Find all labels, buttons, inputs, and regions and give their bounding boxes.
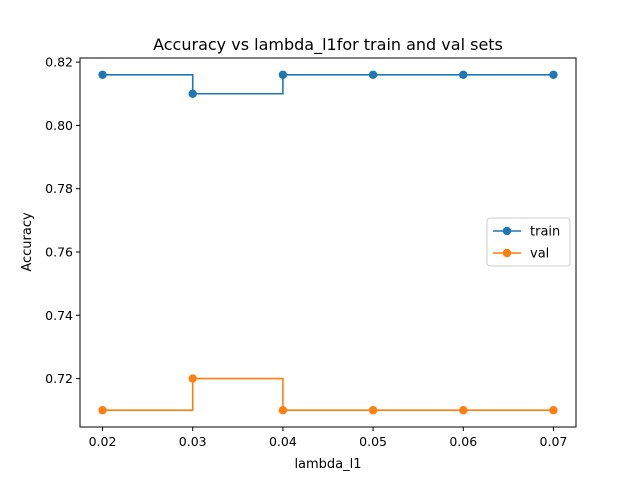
x-tick-label: 0.07 bbox=[540, 434, 568, 449]
y-tick-label: 0.80 bbox=[45, 118, 73, 133]
y-tick-label: 0.82 bbox=[45, 55, 73, 70]
legend-swatch-marker bbox=[502, 248, 512, 258]
y-tick-label: 0.72 bbox=[45, 371, 73, 386]
series-train-point bbox=[368, 70, 378, 79]
series-val-point bbox=[459, 406, 468, 415]
series-val-point bbox=[278, 406, 288, 415]
x-axis-title: lambda_l1 bbox=[294, 457, 361, 472]
legend-label: train bbox=[530, 225, 560, 240]
axes-frame bbox=[79, 57, 577, 428]
series-train-line bbox=[102, 73, 554, 95]
chart-title: Accuracy vs lambda_l1for train and val s… bbox=[153, 35, 503, 55]
series-train-point bbox=[98, 70, 107, 79]
series-train-point bbox=[459, 70, 468, 79]
series-train-point bbox=[549, 70, 558, 79]
y-tick-label: 0.74 bbox=[45, 308, 73, 323]
x-tick-label: 0.03 bbox=[179, 434, 207, 449]
series-train-point bbox=[188, 89, 197, 98]
legend: train val bbox=[486, 217, 571, 267]
x-tick-label: 0.05 bbox=[359, 434, 387, 449]
series-val-point bbox=[98, 406, 107, 415]
y-tick-label: 0.78 bbox=[45, 181, 73, 196]
series-val-point bbox=[188, 374, 197, 383]
y-tick-label: 0.76 bbox=[45, 244, 73, 259]
series-train-point bbox=[278, 70, 288, 79]
x-tick-label: 0.06 bbox=[449, 434, 477, 449]
series-val-line bbox=[102, 377, 554, 412]
legend-swatch-marker bbox=[502, 226, 512, 236]
plot-area bbox=[98, 70, 558, 415]
y-axis-title: Accuracy bbox=[20, 212, 35, 272]
y-axis: 0.72 0.74 0.76 0.78 0.80 0.82 bbox=[45, 55, 80, 386]
x-tick-label: 0.02 bbox=[89, 434, 117, 449]
x-tick-label: 0.04 bbox=[269, 434, 297, 449]
series-val-point bbox=[549, 406, 558, 415]
x-axis: 0.02 0.03 0.04 0.05 0.06 0.07 bbox=[89, 427, 568, 449]
series-val-point bbox=[368, 406, 378, 415]
legend-label: val bbox=[530, 247, 549, 262]
